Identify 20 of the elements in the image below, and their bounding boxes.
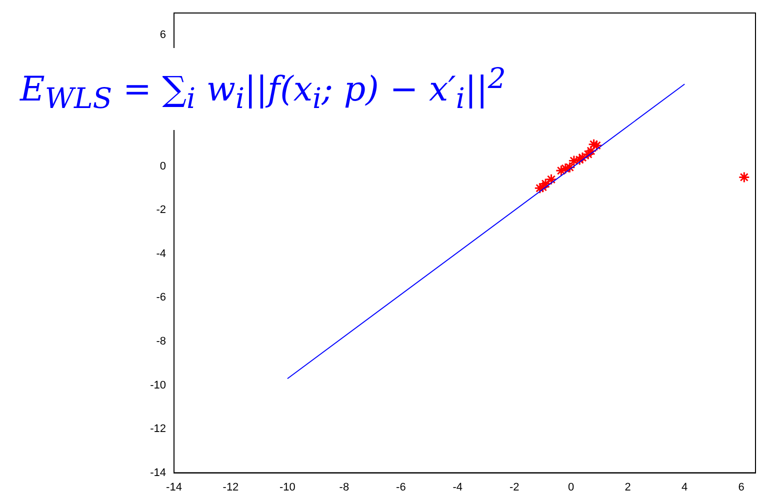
y-tick-label: 0 <box>160 160 166 172</box>
text: E$_{WLS}$ = ∑$_{i}$ w$_{i}$||f(x$_{i}$; p) − x′$_{i}$||$^{2}$ <box>20 62 506 116</box>
y-tick-label: -6 <box>156 292 166 304</box>
x-tick-label: 0 <box>568 481 574 494</box>
x-tick-label: -12 <box>222 481 239 494</box>
x-tick-label: -10 <box>280 481 296 494</box>
y-tick-label: -12 <box>150 423 166 436</box>
x-tick-label: -6 <box>396 481 406 494</box>
x-tick-label: 2 <box>624 481 631 494</box>
x-tick-label: -2 <box>510 481 520 494</box>
x-tick-label: 6 <box>738 481 744 494</box>
y-tick-label: -10 <box>150 379 166 392</box>
x-tick-label: -4 <box>452 481 463 494</box>
y-tick-label: -4 <box>156 248 166 260</box>
x-tick-label: 4 <box>682 481 688 494</box>
y-tick-label: -8 <box>156 335 166 348</box>
y-tick-label: -14 <box>150 466 166 479</box>
y-tick-label: -2 <box>156 204 166 216</box>
y-tick-label: 6 <box>160 28 166 41</box>
x-tick-label: -8 <box>339 481 350 494</box>
